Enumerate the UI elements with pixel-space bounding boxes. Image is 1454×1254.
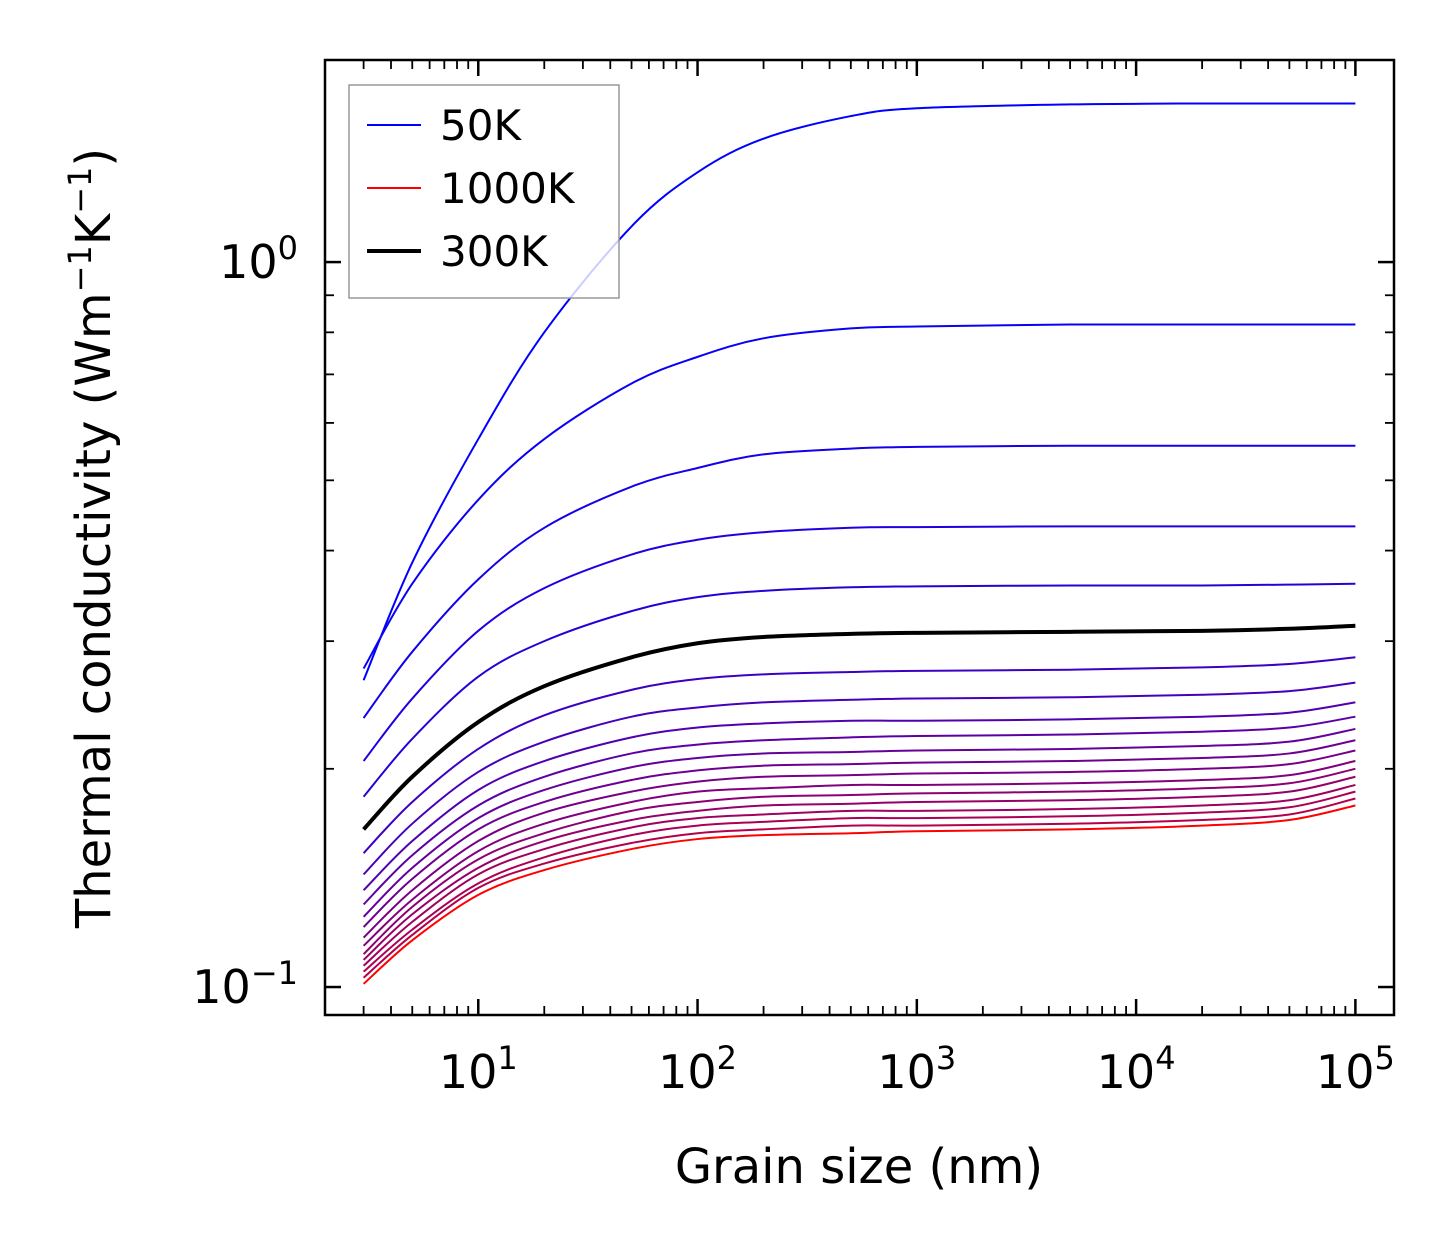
series-line-100k [362,323,1356,670]
legend: 50K 1000K 300K [348,84,620,299]
series-line-550k [362,727,1356,918]
tick-layer [324,60,1394,1015]
series-line-700k [362,760,1356,947]
series-line-200k [362,525,1356,762]
series-line-500k [362,715,1356,906]
series-layer [362,102,1356,985]
series-line-150k [362,444,1356,719]
series-line-850k [362,783,1356,967]
series-line-800k [362,775,1356,961]
series-line-650k [362,749,1356,939]
series-line-250k [362,582,1356,798]
x-tick-labels: 101 102 103 104 105 [439,1039,1395,1099]
series-line-350k [362,656,1356,854]
legend-frame [348,84,620,299]
plot-frame [323,58,1396,1017]
series-line-450k [362,701,1356,891]
series-line-600k [362,739,1356,928]
legend-label-300k: 300K [440,227,549,276]
legend-label-50k: 50K [440,101,522,150]
series-line-400k [362,681,1356,876]
series-line-900k [362,790,1356,973]
series-line-300k [362,623,1356,831]
legend-label-1000k: 1000K [440,164,576,213]
series-line-1000k [362,804,1356,985]
series-line-950k [362,797,1356,979]
series-line-50k [362,102,1356,681]
x-axis-title: Grain size (nm) [675,1139,1043,1195]
series-line-750k [362,767,1356,955]
x-tick-label: 103 [877,1039,956,1099]
legend-entries: 50K 1000K 300K [367,101,576,276]
